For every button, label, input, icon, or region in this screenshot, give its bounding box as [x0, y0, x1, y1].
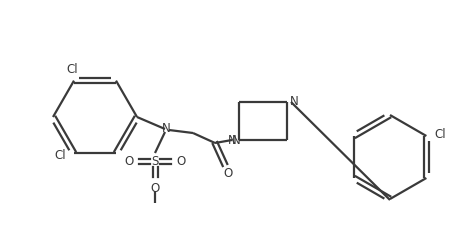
Text: O: O [150, 182, 160, 195]
Text: Cl: Cl [54, 148, 66, 161]
Text: Cl: Cl [66, 63, 78, 76]
Text: S: S [151, 155, 159, 168]
Text: O: O [176, 155, 186, 168]
Text: N: N [232, 133, 240, 146]
Text: N: N [162, 122, 170, 135]
Text: Cl: Cl [435, 128, 446, 141]
Text: O: O [124, 155, 134, 168]
Text: N: N [228, 133, 237, 146]
Text: O: O [223, 167, 233, 180]
Text: N: N [290, 95, 298, 108]
